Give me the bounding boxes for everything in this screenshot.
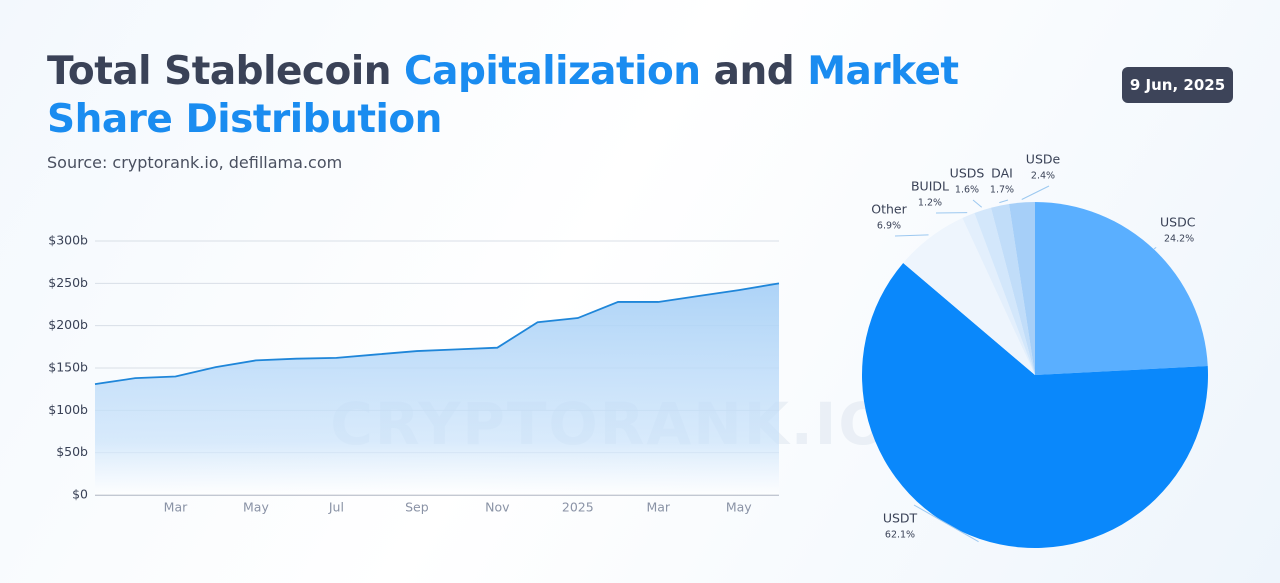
y-tick-label: $0 bbox=[72, 487, 88, 502]
slice-label: USDT bbox=[883, 511, 918, 526]
source: Source: cryptorank.io, defillama.com bbox=[47, 153, 343, 172]
slice-value: 1.7% bbox=[990, 185, 1014, 196]
title-part: Market Share bbox=[47, 49, 959, 142]
leader-line bbox=[999, 199, 1009, 204]
pie-slice bbox=[1009, 202, 1035, 375]
slice-value: 2.4% bbox=[1031, 171, 1055, 182]
leader-line bbox=[913, 504, 979, 543]
x-tick-label: 2025 bbox=[562, 500, 594, 515]
x-tick-label: Nov bbox=[485, 500, 510, 515]
title-part: Total Stablecoin bbox=[47, 49, 391, 94]
x-tick-label: May bbox=[726, 500, 752, 515]
y-tick-label: $150b bbox=[48, 360, 88, 375]
pie-slice bbox=[974, 207, 1035, 375]
title-part: and bbox=[713, 49, 795, 94]
pie-slice bbox=[903, 217, 1035, 375]
slice-label: USDS bbox=[950, 166, 985, 181]
slice-value: 62.1% bbox=[885, 530, 915, 541]
slice-value: 1.6% bbox=[955, 185, 979, 196]
x-tick-label: Mar bbox=[164, 500, 188, 515]
y-tick-label: $250b bbox=[48, 275, 88, 290]
date-badge: 9 Jun, 2025 bbox=[1122, 67, 1233, 103]
slice-label: USDC bbox=[1160, 215, 1196, 230]
title-part: Capitalization bbox=[404, 49, 701, 94]
y-tick-label: $50b bbox=[56, 444, 88, 459]
x-tick-label: May bbox=[243, 500, 269, 515]
x-tick-label: Mar bbox=[646, 500, 670, 515]
slice-value: 1.2% bbox=[918, 198, 942, 209]
line bbox=[94, 282, 780, 385]
title-part: Distribution bbox=[185, 97, 442, 142]
slice-label: DAI bbox=[991, 166, 1013, 181]
slice-value: 6.9% bbox=[877, 221, 901, 232]
title: Total Stablecoin Capitalization and Mark… bbox=[47, 48, 1067, 144]
pie-slice bbox=[1035, 202, 1208, 375]
leader-line bbox=[894, 234, 929, 237]
slice-label: USDe bbox=[1026, 152, 1061, 167]
pie-slice bbox=[962, 212, 1035, 375]
slice-label: Other bbox=[871, 202, 907, 217]
leader-line bbox=[972, 199, 983, 208]
pie-slice bbox=[990, 203, 1035, 375]
pie-slice bbox=[861, 262, 1208, 548]
leader-line bbox=[1153, 246, 1157, 250]
leader-line bbox=[1021, 185, 1050, 200]
slice-label: BUIDL bbox=[911, 179, 949, 194]
y-tick-label: $200b bbox=[48, 317, 88, 332]
x-tick-label: Sep bbox=[405, 500, 429, 515]
area bbox=[95, 283, 779, 495]
y-tick-label: $300b bbox=[48, 233, 88, 248]
slice-value: 24.2% bbox=[1164, 234, 1194, 245]
y-tick-label: $100b bbox=[48, 402, 88, 417]
x-tick-label: Jul bbox=[328, 500, 344, 515]
